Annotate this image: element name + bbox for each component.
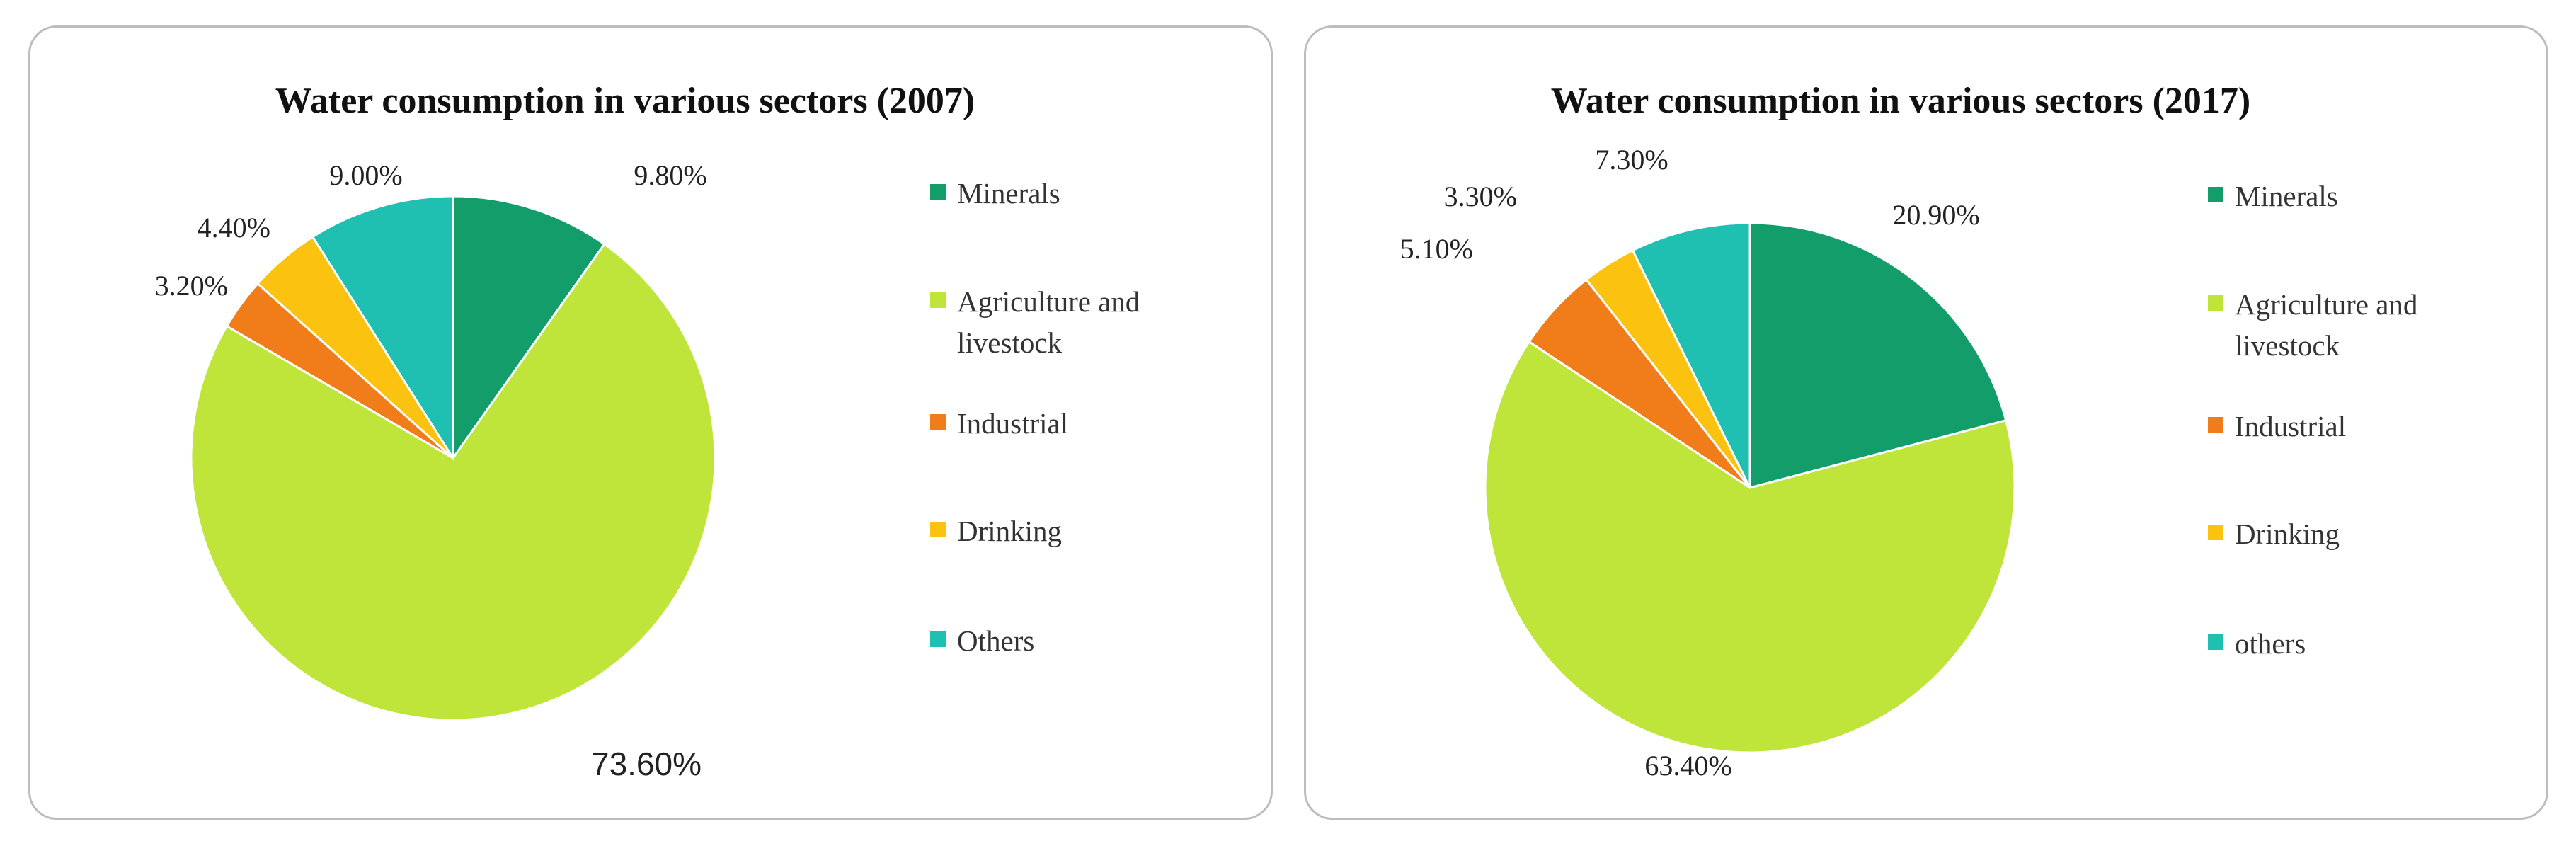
legend-swatch-agriculture-and-livestock — [2208, 295, 2223, 311]
chart-title: Water consumption in various sectors (20… — [275, 81, 975, 121]
pie-chart-2017: Water consumption in various sectors (20… — [1400, 81, 2418, 782]
pie-slice-agriculture-and-livestock — [190, 242, 716, 721]
data-label-minerals: 20.90% — [1892, 199, 1979, 231]
legend-swatch-industrial — [930, 414, 946, 430]
legend-label-industrial: Industrial — [957, 407, 1068, 440]
data-label-drinking: 4.40% — [198, 212, 270, 244]
legend-label-minerals: Minerals — [957, 177, 1060, 210]
data-labels: 20.90% 63.40% 5.10% 3.30% 7.30% — [1400, 144, 1980, 782]
legend-swatch-minerals — [930, 184, 946, 200]
legend-label-agriculture-and-livestock: Agriculture and — [2235, 288, 2417, 321]
legend-swatch-drinking — [930, 522, 946, 537]
legend-label-others: Others — [957, 624, 1034, 657]
legend-label-industrial: Industrial — [2235, 410, 2346, 442]
chart-panel-2017: Water consumption in various sectors (20… — [1304, 25, 2548, 820]
legend-label-agriculture-and-livestock-line-2: livestock — [957, 326, 1063, 359]
pie-slices — [1484, 222, 2016, 754]
data-label-agriculture-and-livestock: 63.40% — [1644, 750, 1731, 782]
legend-swatch-minerals — [2208, 187, 2223, 202]
legend-label-minerals: Minerals — [2235, 180, 2338, 212]
legend-label-agriculture-and-livestock-line-2: livestock — [2235, 329, 2340, 362]
data-label-others: 7.30% — [1595, 144, 1668, 176]
pie-slice-others — [311, 195, 454, 462]
data-label-drinking: 3.30% — [1444, 181, 1517, 212]
pie-chart-2007: Water consumption in various sectors (20… — [155, 81, 1140, 782]
pie-slice-others — [1631, 222, 1751, 488]
legend-swatch-industrial — [2208, 417, 2223, 433]
legend-swatch-others — [930, 631, 946, 647]
pie-slice-minerals — [1748, 222, 2008, 489]
legend-label-drinking: Drinking — [2235, 518, 2340, 550]
data-label-industrial: 3.20% — [155, 270, 228, 302]
legend: Minerals Agriculture and livestock Industri… — [930, 177, 1140, 657]
legend-swatch-agriculture-and-livestock — [930, 292, 946, 308]
data-label-minerals: 9.80% — [634, 159, 706, 191]
data-labels: 9.80% 73.60% 3.20% 4.40% 9.00% — [155, 159, 707, 782]
legend-label-agriculture-and-livestock: Agriculture and — [957, 285, 1140, 318]
legend-label-others: others — [2235, 627, 2306, 660]
chart-panel-2007: Water consumption in various sectors (20… — [28, 25, 1273, 820]
data-label-agriculture-and-livestock: 73.60% — [591, 745, 702, 782]
pie-slices — [190, 195, 716, 721]
legend-label-drinking: Drinking — [957, 515, 1062, 547]
chart-title: Water consumption in various sectors (20… — [1551, 81, 2250, 121]
legend-swatch-others — [2208, 634, 2223, 650]
legend: Minerals Agriculture and livestock Industri… — [2208, 180, 2417, 660]
data-label-industrial: 5.10% — [1400, 233, 1473, 265]
legend-swatch-drinking — [2208, 525, 2223, 540]
data-label-others: 9.00% — [329, 159, 402, 191]
pie-slice-agriculture-and-livestock — [1484, 340, 2016, 754]
pie-slice-minerals — [452, 195, 606, 462]
